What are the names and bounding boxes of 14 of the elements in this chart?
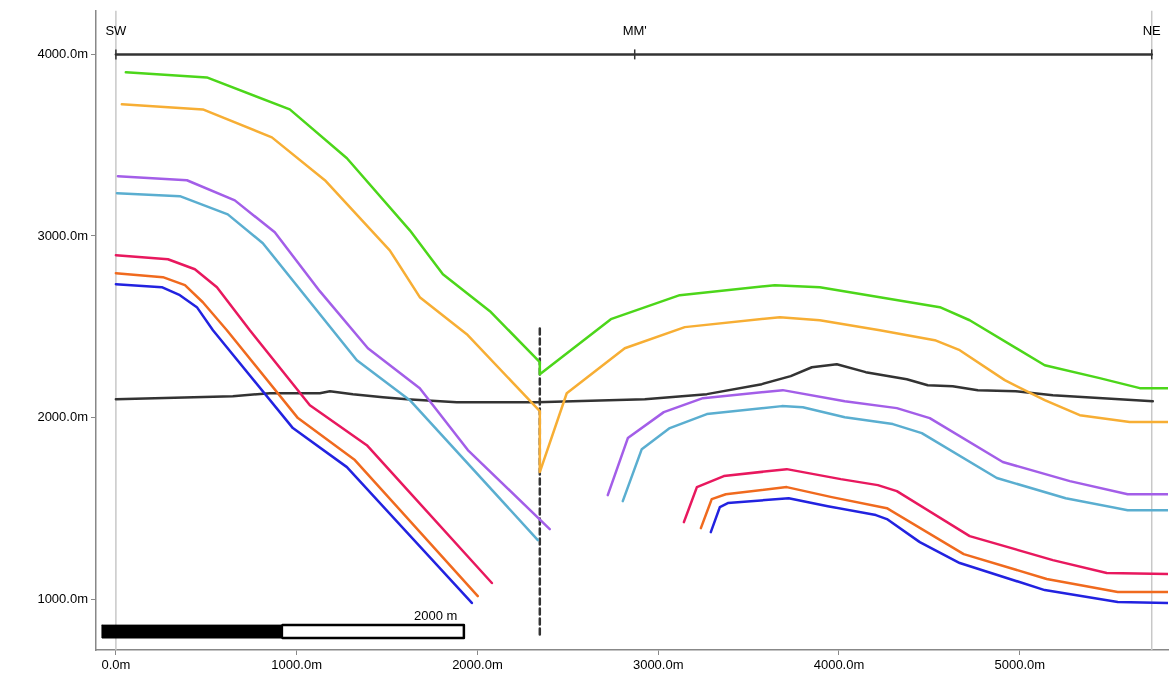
annotation: SW bbox=[105, 23, 128, 39]
x-tick-label: 2000.0m bbox=[452, 657, 503, 673]
annotation: 2000 m bbox=[414, 608, 458, 623]
y-tick-label: 2000.0m bbox=[37, 409, 88, 425]
annotation: MM' bbox=[622, 23, 647, 39]
x-tick-label: 5000.0m bbox=[994, 657, 1046, 673]
y-tick-label: 4000.0m bbox=[37, 45, 88, 61]
x-tick-label: 0.0m bbox=[101, 657, 131, 673]
y-tick-label: 3000.0m bbox=[37, 227, 88, 243]
x-tick-label: 3000.0m bbox=[632, 657, 684, 673]
annotation: NE bbox=[1142, 23, 1162, 39]
x-tick-label: 1000.0m bbox=[271, 657, 322, 673]
x-tick-label: 4000.0m bbox=[813, 657, 865, 673]
y-tick-label: 1000.0m bbox=[37, 590, 88, 606]
